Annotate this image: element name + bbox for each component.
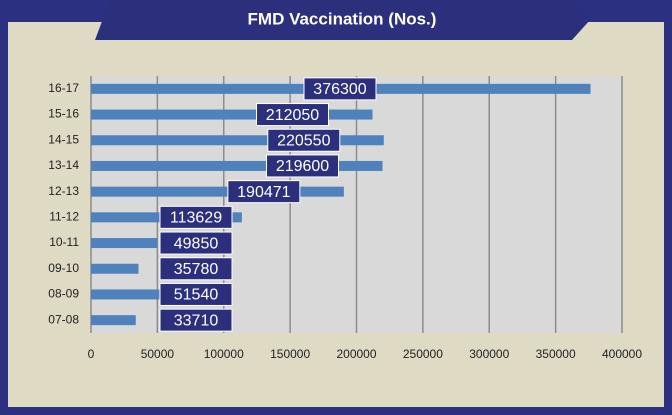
value-label-box bbox=[227, 180, 301, 204]
value-label: 49850 bbox=[174, 235, 219, 252]
y-tick-label: 10-11 bbox=[49, 235, 79, 249]
bar bbox=[91, 238, 158, 249]
bar bbox=[91, 186, 344, 197]
value-label: 376300 bbox=[313, 81, 366, 98]
value-label-box bbox=[159, 257, 233, 281]
value-label-box bbox=[159, 308, 233, 332]
x-tick-label: 400000 bbox=[602, 347, 642, 361]
x-tick-label: 300000 bbox=[469, 347, 509, 361]
value-label-box bbox=[255, 103, 329, 127]
chart-title: FMD Vaccination (Nos.) bbox=[248, 9, 437, 28]
y-tick-label: 14-15 bbox=[48, 132, 79, 146]
value-label-box bbox=[159, 231, 233, 255]
y-tick-label: 13-14 bbox=[48, 158, 79, 172]
y-tick-label: 09-10 bbox=[48, 261, 79, 275]
value-label-box bbox=[303, 77, 377, 101]
bar bbox=[91, 109, 373, 120]
value-label: 220550 bbox=[277, 132, 330, 149]
value-label: 190471 bbox=[237, 184, 290, 201]
y-tick-label: 12-13 bbox=[48, 184, 79, 198]
value-label: 51540 bbox=[174, 287, 219, 304]
value-label-box bbox=[266, 154, 340, 178]
y-tick-label: 16-17 bbox=[48, 81, 79, 95]
bar bbox=[91, 263, 139, 274]
x-tick-label: 200000 bbox=[336, 347, 376, 361]
x-tick-label: 50000 bbox=[141, 347, 175, 361]
bar bbox=[91, 135, 384, 146]
y-tick-label: 15-16 bbox=[48, 107, 79, 121]
value-label-box bbox=[159, 282, 233, 306]
x-tick-label: 0 bbox=[88, 347, 95, 361]
y-tick-label: 11-12 bbox=[49, 210, 79, 224]
bar bbox=[91, 315, 136, 326]
title-banner bbox=[95, 0, 590, 40]
x-tick-label: 100000 bbox=[204, 347, 244, 361]
x-tick-label: 250000 bbox=[403, 347, 443, 361]
y-tick-label: 08-09 bbox=[48, 287, 79, 301]
bar bbox=[91, 289, 160, 300]
value-label: 35780 bbox=[174, 261, 219, 278]
value-label-box bbox=[159, 205, 233, 229]
x-tick-label: 350000 bbox=[536, 347, 576, 361]
value-label: 33710 bbox=[174, 312, 219, 329]
bar bbox=[91, 160, 383, 171]
value-label-box bbox=[267, 128, 341, 152]
value-label: 113629 bbox=[170, 210, 222, 227]
y-tick-label: 07-08 bbox=[48, 312, 79, 326]
value-label: 219600 bbox=[276, 158, 329, 175]
value-label: 212050 bbox=[266, 107, 319, 124]
x-tick-label: 150000 bbox=[270, 347, 310, 361]
